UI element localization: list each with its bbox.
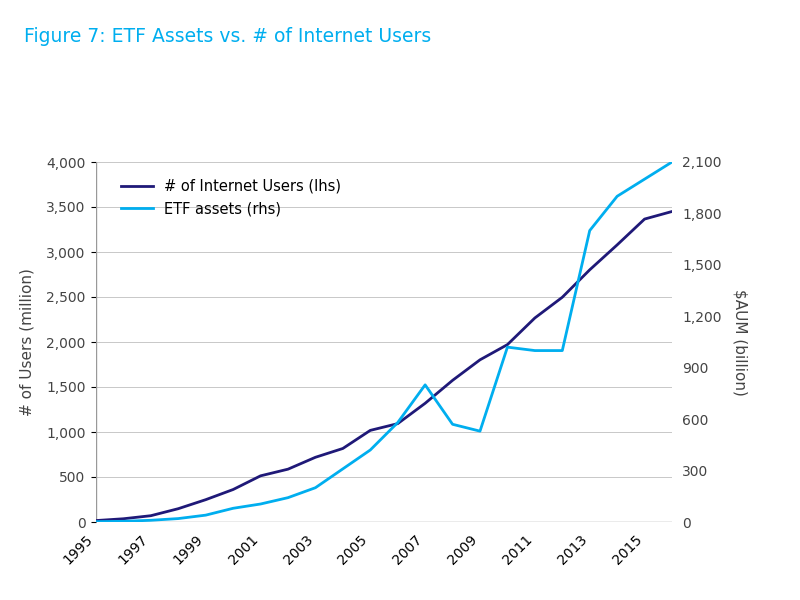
Legend: # of Internet Users (lhs), ETF assets (rhs): # of Internet Users (lhs), ETF assets (r… xyxy=(115,173,347,222)
Y-axis label: # of Users (million): # of Users (million) xyxy=(20,268,35,416)
Y-axis label: $AUM (billion): $AUM (billion) xyxy=(732,289,747,395)
Text: Figure 7: ETF Assets vs. # of Internet Users: Figure 7: ETF Assets vs. # of Internet U… xyxy=(24,27,431,46)
